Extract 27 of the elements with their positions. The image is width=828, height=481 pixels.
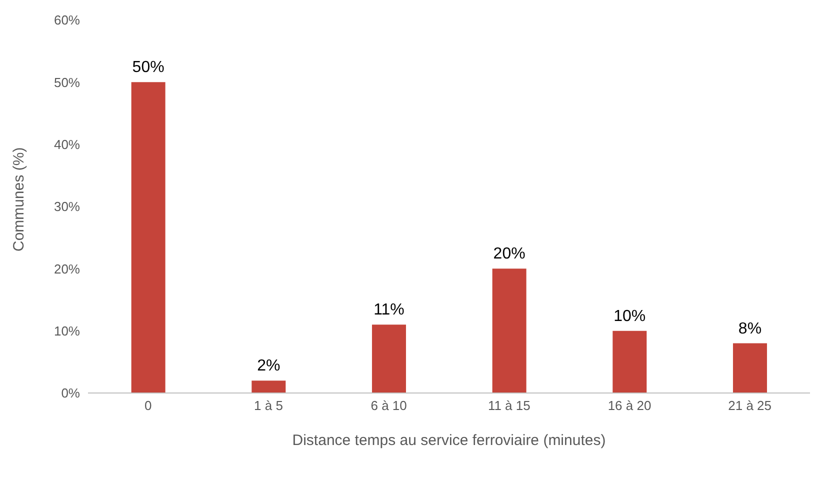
y-tick-label: 60% xyxy=(54,12,80,28)
y-tick-label: 30% xyxy=(54,199,80,214)
bar xyxy=(372,324,406,393)
x-tick-label: 21 à 25 xyxy=(728,398,772,414)
bar xyxy=(492,268,526,393)
data-label: 8% xyxy=(738,320,762,338)
x-tick-label: 1 à 5 xyxy=(254,398,283,414)
x-tick-label: 6 à 10 xyxy=(370,398,407,414)
bar xyxy=(612,330,647,393)
data-label: 2% xyxy=(257,358,280,375)
x-axis-title: Distance temps au service ferroviaire (minutes) xyxy=(292,432,606,449)
y-tick-label: 40% xyxy=(54,136,80,152)
y-tick-label: 50% xyxy=(54,74,80,90)
y-tick-label: 0% xyxy=(61,386,80,401)
bar xyxy=(732,343,767,393)
data-label: 50% xyxy=(132,59,164,76)
bar xyxy=(131,82,166,393)
data-label: 11% xyxy=(374,302,404,319)
x-tick-label: 0 xyxy=(144,398,152,414)
data-label: 10% xyxy=(614,308,646,325)
bar xyxy=(252,380,286,393)
y-axis-title: Communes (%) xyxy=(10,147,28,252)
y-tick-label: 20% xyxy=(54,261,80,276)
x-tick-label: 11 à 15 xyxy=(488,398,530,414)
x-tick-label: 16 à 20 xyxy=(608,398,652,414)
y-tick-label: 10% xyxy=(54,323,80,338)
data-label: 20% xyxy=(493,246,526,263)
